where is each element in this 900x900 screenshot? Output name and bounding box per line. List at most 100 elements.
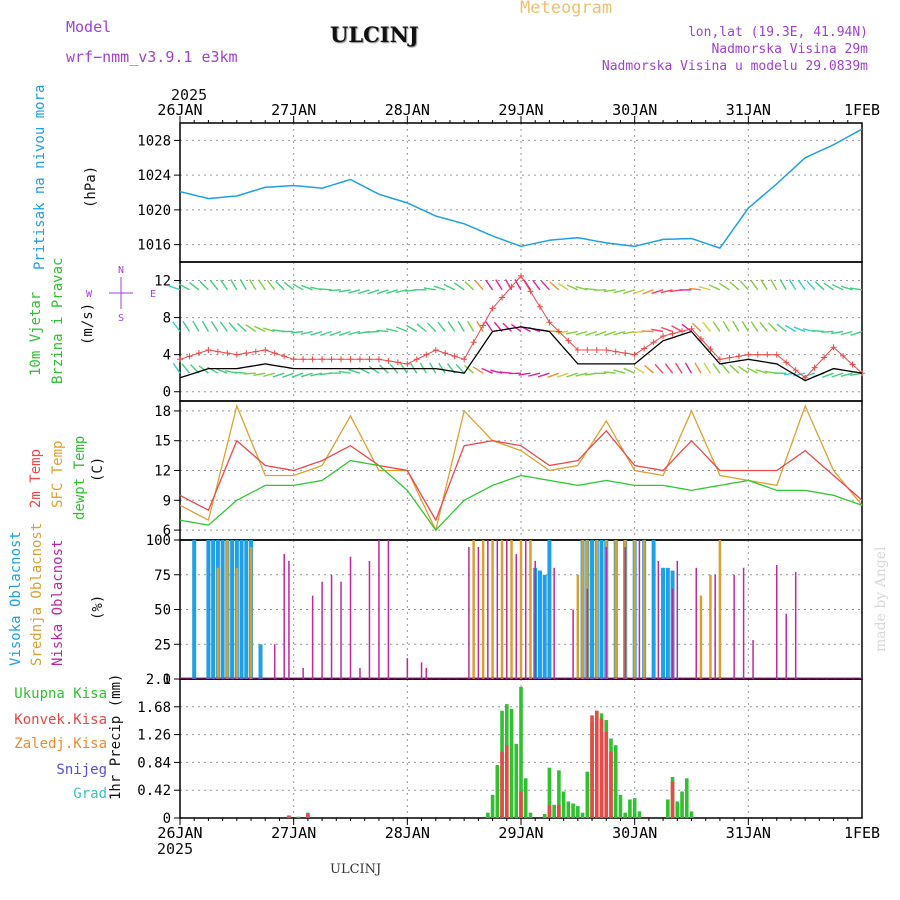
wind-arrow	[566, 372, 579, 378]
dewpt-line	[179, 459, 863, 532]
precip-bar	[613, 745, 618, 818]
precip-bar	[500, 751, 504, 818]
wind-arrow	[722, 320, 730, 332]
pressure-line	[179, 128, 863, 249]
wind-arrow	[661, 326, 673, 333]
wind-arrow	[338, 289, 351, 293]
wind-gust-mark	[707, 346, 714, 353]
cloud-bar	[519, 540, 523, 679]
x-tick-label-bottom: 1FEB	[844, 824, 880, 842]
wind-gust-mark	[735, 353, 742, 360]
precip-bar	[637, 811, 642, 818]
y-tick-label: 0	[163, 811, 171, 827]
wind-gust-mark	[821, 354, 828, 361]
cloud-bar	[524, 540, 527, 679]
cloud-bar	[661, 567, 666, 679]
wind-gust-mark	[527, 288, 534, 295]
wind-arrow	[585, 330, 598, 337]
wind-arrow	[357, 289, 370, 295]
wind-gust-mark	[631, 351, 638, 358]
cloud-bar	[321, 581, 323, 679]
wind-arrow	[455, 363, 465, 374]
wind-gust-mark	[518, 272, 524, 279]
cloud-bar	[605, 546, 607, 679]
wind-arrow	[181, 363, 191, 374]
wind-gust-mark	[726, 354, 733, 361]
station-title: ULCINJ	[330, 22, 419, 47]
cloud-bar	[586, 588, 589, 679]
cloud-bar	[273, 644, 276, 679]
wind-arrow	[831, 283, 844, 291]
wind-arrow	[823, 282, 834, 291]
precip-bar	[514, 743, 519, 818]
cloud-bar	[368, 560, 371, 679]
cloud-bar	[235, 567, 239, 679]
legend-conv-precip: Konvek.Kisa	[14, 712, 107, 728]
wind-arrow	[263, 327, 275, 333]
wind-gust-mark	[394, 359, 401, 366]
cloud-bar	[576, 574, 580, 679]
wind-arrow	[329, 330, 342, 337]
precip-bar	[557, 804, 561, 818]
wind-arrow	[367, 289, 380, 295]
x-tick-label-top: 27JAN	[271, 101, 316, 119]
precip-bar	[594, 710, 599, 818]
cloud-bar	[378, 540, 380, 679]
wind-arrow	[348, 330, 361, 336]
wind-arrow	[376, 289, 389, 295]
wind-arrow	[632, 289, 645, 295]
wind-gust-mark	[366, 356, 373, 363]
wind-arrow	[447, 321, 456, 332]
wind-arrow	[426, 322, 437, 332]
precip-bar	[566, 801, 571, 818]
wind-arrow	[262, 372, 275, 378]
wind-arrow	[395, 326, 408, 333]
cloud-bar	[581, 540, 584, 679]
y-tick-label: 18	[154, 404, 171, 420]
wind-arrow	[266, 279, 276, 291]
wind-arrow	[703, 362, 712, 374]
precip-bar	[571, 803, 575, 818]
precip-bar	[599, 718, 604, 818]
x-tick-label-bottom: 28JAN	[385, 824, 430, 842]
lonlat-label: lon,lat (19.3E, 41.94N)	[687, 25, 868, 40]
wind-gust-mark	[186, 353, 193, 360]
wind-arrow	[793, 326, 806, 333]
wind-arrow	[770, 279, 778, 291]
wind-arrow	[732, 320, 740, 332]
wind-speed-line	[179, 326, 863, 382]
y-tick-label: 1020	[137, 203, 171, 219]
y-tick-label: 0.42	[137, 783, 171, 799]
wind-gust-mark	[660, 333, 667, 340]
wind-arrow	[718, 282, 730, 291]
wind-arrow	[386, 289, 399, 294]
wind-arrow	[168, 285, 181, 291]
cloud-bar	[676, 560, 679, 679]
wind-arrow	[557, 282, 569, 291]
wind-arrow	[750, 279, 759, 291]
cloud-bar	[468, 546, 470, 679]
wind-arrow	[565, 330, 578, 335]
wind-arrow	[651, 328, 664, 333]
wind-arrow	[712, 321, 721, 332]
x-tick-label-top: 26JAN	[157, 101, 202, 119]
cloud-bar	[794, 571, 797, 679]
wind-arrow	[840, 372, 853, 378]
cloud-bar	[239, 540, 244, 679]
compass-e-label: E	[150, 289, 156, 300]
y-tick-label: 8	[163, 311, 171, 327]
wind-arrow	[814, 281, 825, 291]
x-tick-label-bottom: 27JAN	[271, 824, 316, 842]
cloud-bar	[425, 667, 428, 679]
precip-bar	[590, 715, 594, 818]
wind-gust-mark	[641, 345, 648, 352]
wind-arrow	[664, 363, 674, 374]
meteogram-title: Meteogram	[520, 0, 613, 18]
wind-arrow	[671, 325, 683, 333]
cloud-bar	[220, 540, 225, 679]
wind-arrow	[348, 368, 361, 374]
wind-arrow	[245, 324, 257, 333]
x-tick-label-top: 1FEB	[844, 101, 880, 119]
wind-gust-mark	[574, 347, 581, 354]
wind-gust-mark	[413, 356, 420, 363]
